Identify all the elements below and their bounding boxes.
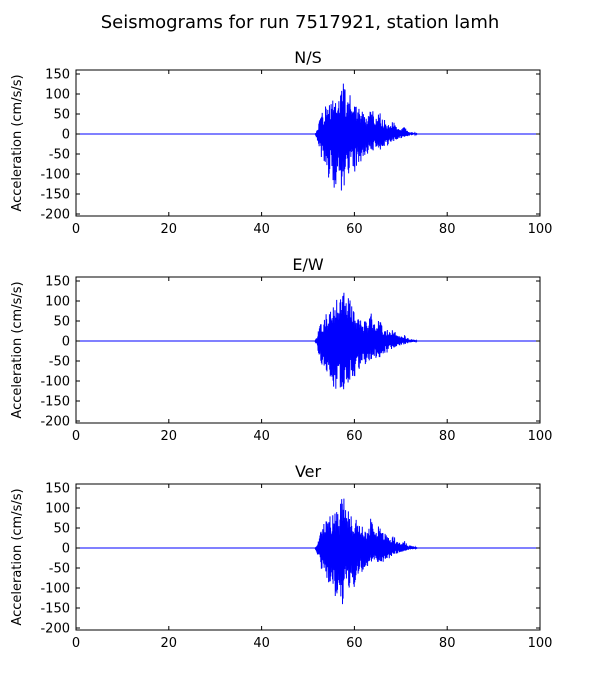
panel-title: E/W	[292, 255, 324, 274]
y-tick-label: 0	[62, 335, 70, 350]
axes-frame	[75, 69, 541, 217]
panel-title: N/S	[294, 48, 322, 67]
x-tick-label: 80	[439, 222, 456, 237]
x-tick-label: 100	[528, 222, 553, 237]
y-tick-label: -100	[40, 582, 70, 597]
y-tick-label: 50	[53, 522, 70, 537]
panels-container: N/S Acceleration (cm/s/s) 0 20 40 60 80 100 -200…	[10, 48, 552, 651]
panel-0: N/S Acceleration (cm/s/s) 0 20 40 60 80 100 -200…	[10, 48, 552, 237]
seismogram-trace	[76, 498, 540, 605]
x-tick-label: 0	[72, 636, 80, 651]
seismogram-trace	[76, 83, 540, 191]
y-tick-label: 150	[45, 275, 70, 290]
y-tick-label: 150	[45, 482, 70, 497]
y-axis-label: Acceleration (cm/s/s)	[10, 281, 25, 418]
x-tick-label: 80	[439, 429, 456, 444]
x-tick-label: 0	[72, 222, 80, 237]
x-tick-label: 60	[346, 222, 363, 237]
y-tick-label: -100	[40, 375, 70, 390]
x-tick-label: 40	[253, 222, 270, 237]
axes-frame	[75, 276, 541, 424]
y-tick-label: 0	[62, 542, 70, 557]
panel-2: Ver Acceleration (cm/s/s) 0 20 40 60 80 100 -200…	[10, 462, 552, 651]
y-tick-label: -150	[40, 188, 70, 203]
y-tick-label: -50	[49, 562, 70, 577]
panel-1: E/W Acceleration (cm/s/s) 0 20 40 60 80 100 -200…	[10, 255, 552, 444]
y-tick-label: 150	[45, 68, 70, 83]
x-tick-label: 80	[439, 636, 456, 651]
y-tick-label: -150	[40, 395, 70, 410]
x-tick-label: 20	[161, 429, 178, 444]
x-tick-label: 60	[346, 429, 363, 444]
figure-title: Seismograms for run 7517921, station lam…	[101, 12, 500, 33]
panel-title: Ver	[295, 462, 322, 481]
y-tick-label: -100	[40, 168, 70, 183]
y-tick-label: -150	[40, 602, 70, 617]
y-tick-label: 100	[45, 88, 70, 103]
x-tick-label: 20	[161, 636, 178, 651]
x-tick-label: 100	[528, 636, 553, 651]
y-tick-label: -200	[40, 208, 70, 223]
y-tick-label: -50	[49, 148, 70, 163]
y-tick-label: 100	[45, 295, 70, 310]
x-tick-label: 40	[253, 636, 270, 651]
y-tick-label: -50	[49, 355, 70, 370]
y-axis-label: Acceleration (cm/s/s)	[10, 488, 25, 625]
x-tick-label: 40	[253, 429, 270, 444]
y-tick-label: 0	[62, 128, 70, 143]
y-tick-label: 50	[53, 108, 70, 123]
y-tick-label: 50	[53, 315, 70, 330]
y-axis-label: Acceleration (cm/s/s)	[10, 74, 25, 211]
seismogram-trace	[76, 292, 540, 390]
x-tick-label: 0	[72, 429, 80, 444]
y-tick-label: -200	[40, 415, 70, 430]
x-tick-label: 60	[346, 636, 363, 651]
axes-frame	[75, 483, 541, 631]
y-tick-label: -200	[40, 622, 70, 637]
x-tick-label: 100	[528, 429, 553, 444]
y-tick-label: 100	[45, 502, 70, 517]
x-tick-label: 20	[161, 222, 178, 237]
